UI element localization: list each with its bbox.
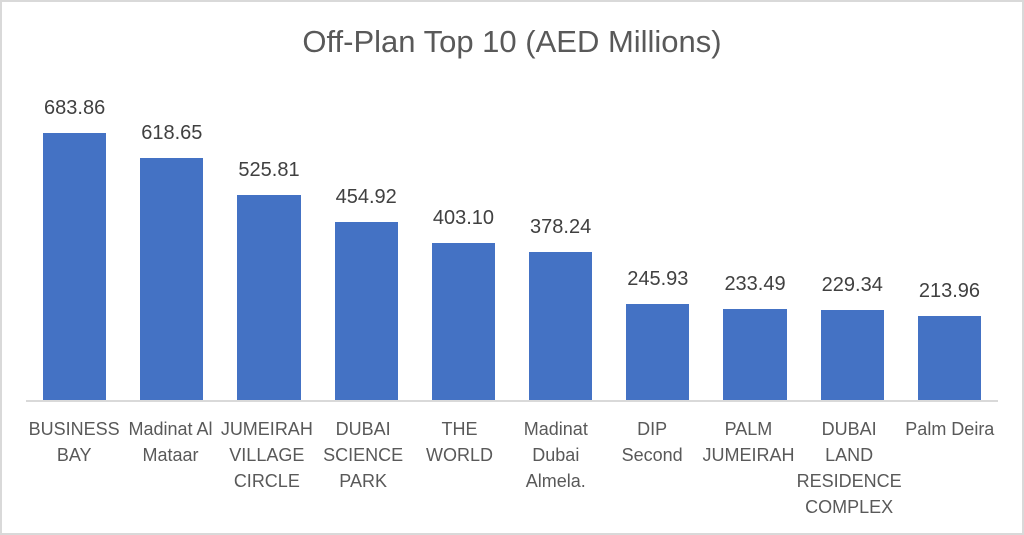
plot-area: 683.86 618.65 525.81 454.92 403.10 378.24 245.… [26, 62, 998, 402]
x-axis-tick-label: PALM JUMEIRAH [702, 419, 795, 465]
bar-column: 454.92 [318, 62, 415, 400]
x-axis-tick-label: DUBAI LAND RESIDENCE COMPLEX [796, 419, 902, 517]
x-axis-tick-label: DIP Second [621, 419, 683, 465]
bar-column: 233.49 [706, 62, 803, 400]
bar-column: 403.10 [415, 62, 512, 400]
bar-column: 378.24 [512, 62, 609, 400]
x-axis-tick-label: DUBAI SCIENCE PARK [323, 419, 404, 491]
x-axis-tick-label: JUMEIRAH VILLAGE CIRCLE [220, 419, 313, 491]
bar[interactable] [140, 158, 204, 400]
bar-value-label: 229.34 [821, 274, 883, 296]
bar[interactable] [723, 309, 787, 400]
bar-value-label: 403.10 [432, 207, 494, 229]
x-axis-tick-label: THE WORLD [425, 419, 493, 465]
bar-value-label: 213.96 [918, 280, 981, 302]
bar-value-label: 233.49 [724, 273, 786, 295]
bar-column: 229.34 [804, 62, 901, 400]
bar-column: 213.96 [901, 62, 998, 400]
bar[interactable] [431, 243, 495, 400]
bar-value-label: 525.81 [238, 159, 300, 181]
x-axis-tick-label: Madinat Dubai Almela. [523, 419, 588, 491]
bar[interactable] [43, 133, 107, 400]
x-axis-tick-label: BUSINESS BAY [28, 419, 120, 465]
bar-value-label: 378.24 [530, 216, 592, 238]
bar-column: 683.86 [26, 62, 123, 400]
x-axis-tick-label: Madinat Al Mataar [128, 419, 213, 465]
bar[interactable] [626, 304, 690, 400]
bar[interactable] [529, 252, 593, 400]
bar-column: 245.93 [609, 62, 706, 400]
bar[interactable] [917, 316, 982, 400]
bar-value-label: 454.92 [335, 186, 397, 208]
bar[interactable] [820, 310, 884, 400]
bar-column: 525.81 [220, 62, 317, 400]
bar-value-label: 245.93 [627, 268, 689, 290]
chart-title: Off-Plan Top 10 (AED Millions) [302, 24, 722, 59]
bar-column: 618.65 [123, 62, 220, 400]
bar-value-label: 683.86 [44, 97, 106, 119]
bar[interactable] [334, 222, 398, 400]
x-axis-tick-labels: BUSINESS BAY Madinat Al Mataar JUMEIRAH VI… [26, 402, 998, 520]
bar[interactable] [237, 195, 301, 400]
x-axis-tick-label: Palm Deira [905, 419, 995, 439]
bar-value-label: 618.65 [141, 122, 203, 144]
